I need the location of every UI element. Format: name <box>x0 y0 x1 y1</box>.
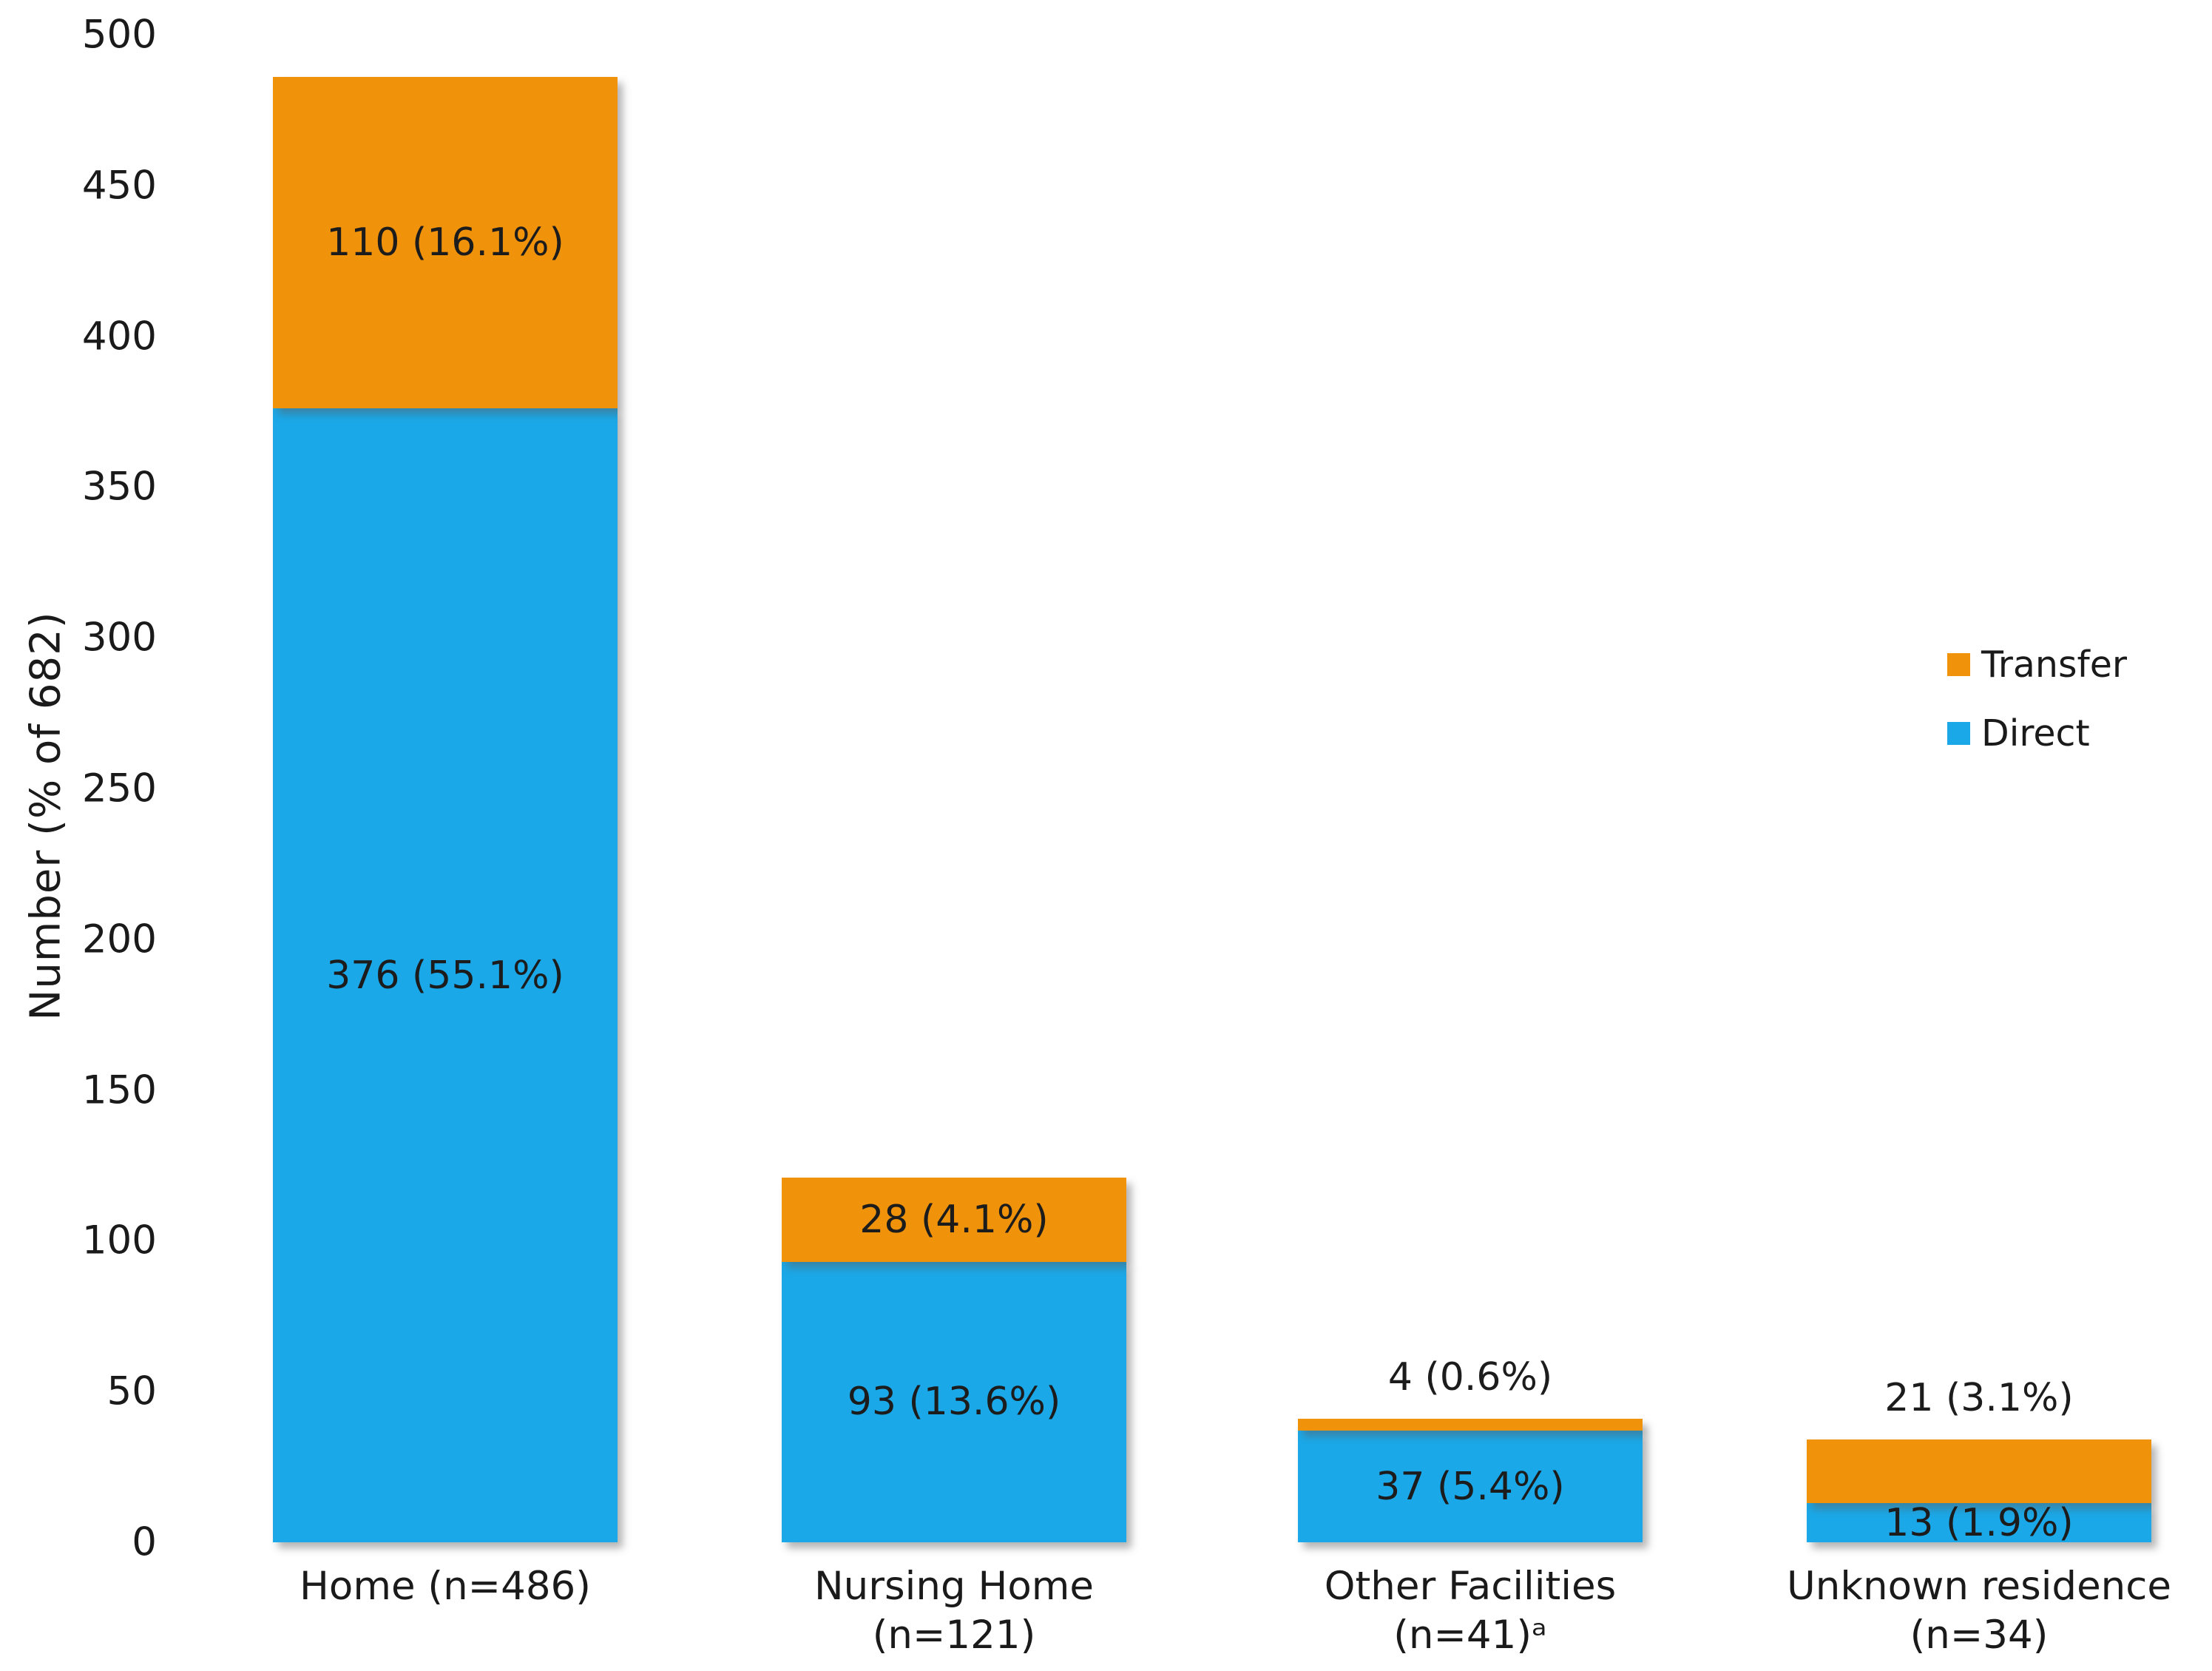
data-label-transfer: 110 (16.1%) <box>326 220 564 266</box>
bar-segment-transfer <box>273 77 618 409</box>
data-label-direct: 93 (13.6%) <box>847 1380 1061 1425</box>
bar-segment-direct <box>1298 1431 1643 1542</box>
y-axis-tick-label: 400 <box>81 314 157 359</box>
y-axis-tick-label: 0 <box>132 1519 157 1565</box>
bar-segment-direct <box>1807 1503 2151 1542</box>
legend-label: Transfer <box>1981 643 2128 686</box>
bar-segment-transfer <box>1298 1418 1643 1431</box>
x-axis-category-label: Unknown residence (n=34) <box>1786 1564 2172 1658</box>
y-axis-tick-label: 350 <box>81 464 157 510</box>
bar-segment-transfer <box>1807 1439 2151 1503</box>
data-label-transfer: 28 (4.1%) <box>859 1197 1049 1242</box>
x-axis-category-label: Home (n=486) <box>300 1564 591 1609</box>
data-label-direct: 376 (55.1%) <box>326 953 564 998</box>
bar-segment-transfer <box>782 1177 1126 1262</box>
legend-item-transfer: Transfer <box>1947 642 2127 686</box>
y-axis-tick-label: 100 <box>81 1218 157 1263</box>
data-label-transfer: 21 (3.1%) <box>1884 1376 2074 1421</box>
legend-item-direct: Direct <box>1947 711 2127 755</box>
legend-label: Direct <box>1981 712 2090 755</box>
data-label-transfer: 4 (0.6%) <box>1387 1354 1553 1400</box>
x-axis-category-label: Other Facilities (n=41)ᵃ <box>1324 1564 1617 1658</box>
y-axis-tick-label: 250 <box>81 766 157 811</box>
y-axis-tick-label: 150 <box>81 1067 157 1113</box>
y-axis-tick-label: 450 <box>81 163 157 209</box>
legend: Transfer Direct <box>1947 642 2127 780</box>
data-label-direct: 13 (1.9%) <box>1884 1500 2074 1545</box>
y-axis-tick-label: 300 <box>81 615 157 661</box>
legend-swatch-direct <box>1947 721 1970 745</box>
bar-segment-direct <box>782 1261 1126 1542</box>
y-axis-tick-label: 200 <box>81 916 157 962</box>
y-axis-tick-label: 50 <box>106 1368 157 1414</box>
data-label-direct: 37 (5.4%) <box>1376 1464 1565 1509</box>
legend-swatch-transfer <box>1947 652 1970 676</box>
bar-segment-direct <box>273 408 618 1542</box>
x-axis-category-label: Nursing Home (n=121) <box>814 1564 1094 1658</box>
y-axis-tick-label: 500 <box>81 12 157 58</box>
